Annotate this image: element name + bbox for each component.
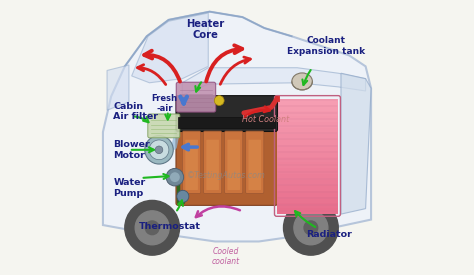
Circle shape <box>283 200 338 255</box>
FancyBboxPatch shape <box>228 140 240 190</box>
FancyBboxPatch shape <box>277 145 338 151</box>
FancyBboxPatch shape <box>185 140 198 190</box>
Circle shape <box>170 172 180 182</box>
Circle shape <box>214 96 224 106</box>
Circle shape <box>155 146 163 154</box>
FancyBboxPatch shape <box>277 156 338 163</box>
FancyBboxPatch shape <box>178 117 275 128</box>
Text: Coolant
Expansion tank: Coolant Expansion tank <box>287 36 365 56</box>
FancyBboxPatch shape <box>277 208 338 214</box>
Text: Water
Pump: Water Pump <box>113 178 146 198</box>
Circle shape <box>304 221 318 235</box>
Text: Hot Coolant: Hot Coolant <box>243 115 290 124</box>
Text: Fresh
-air: Fresh -air <box>152 94 177 113</box>
Circle shape <box>125 200 180 255</box>
FancyBboxPatch shape <box>148 114 180 138</box>
FancyBboxPatch shape <box>277 191 338 197</box>
Ellipse shape <box>292 73 312 90</box>
FancyBboxPatch shape <box>277 179 338 185</box>
Text: Radiator: Radiator <box>306 230 352 239</box>
FancyBboxPatch shape <box>277 116 338 122</box>
FancyBboxPatch shape <box>176 82 216 112</box>
Circle shape <box>177 190 189 202</box>
FancyBboxPatch shape <box>277 162 338 168</box>
FancyBboxPatch shape <box>277 197 338 203</box>
FancyBboxPatch shape <box>277 110 338 116</box>
FancyBboxPatch shape <box>204 131 222 193</box>
Circle shape <box>294 211 328 245</box>
FancyBboxPatch shape <box>277 99 338 105</box>
Circle shape <box>166 168 183 186</box>
FancyBboxPatch shape <box>182 131 201 193</box>
FancyBboxPatch shape <box>277 105 338 111</box>
FancyBboxPatch shape <box>277 202 338 208</box>
Polygon shape <box>132 13 208 83</box>
FancyBboxPatch shape <box>277 185 338 191</box>
Circle shape <box>145 136 173 164</box>
Text: ©TestingAutos.com: ©TestingAutos.com <box>187 171 265 180</box>
FancyBboxPatch shape <box>176 126 277 205</box>
FancyBboxPatch shape <box>277 139 338 145</box>
FancyBboxPatch shape <box>225 131 243 193</box>
FancyBboxPatch shape <box>277 151 338 157</box>
Circle shape <box>135 211 169 245</box>
Text: Cabin
Air filter: Cabin Air filter <box>113 102 158 121</box>
Polygon shape <box>341 73 371 214</box>
Polygon shape <box>107 65 129 110</box>
FancyBboxPatch shape <box>248 140 261 190</box>
Text: Heater
Core: Heater Core <box>186 19 225 40</box>
Text: Cooled
coolant: Cooled coolant <box>212 247 240 266</box>
FancyBboxPatch shape <box>277 128 338 134</box>
Text: Thermostat: Thermostat <box>139 222 201 231</box>
FancyBboxPatch shape <box>277 174 338 180</box>
FancyBboxPatch shape <box>206 140 219 190</box>
Circle shape <box>149 140 169 160</box>
FancyBboxPatch shape <box>176 96 277 131</box>
FancyBboxPatch shape <box>246 131 264 193</box>
Circle shape <box>146 221 159 235</box>
FancyBboxPatch shape <box>277 133 338 139</box>
Text: Blower
Motor: Blower Motor <box>113 140 150 160</box>
FancyBboxPatch shape <box>277 122 338 128</box>
Polygon shape <box>182 68 365 95</box>
Polygon shape <box>103 12 371 241</box>
FancyBboxPatch shape <box>277 168 338 174</box>
